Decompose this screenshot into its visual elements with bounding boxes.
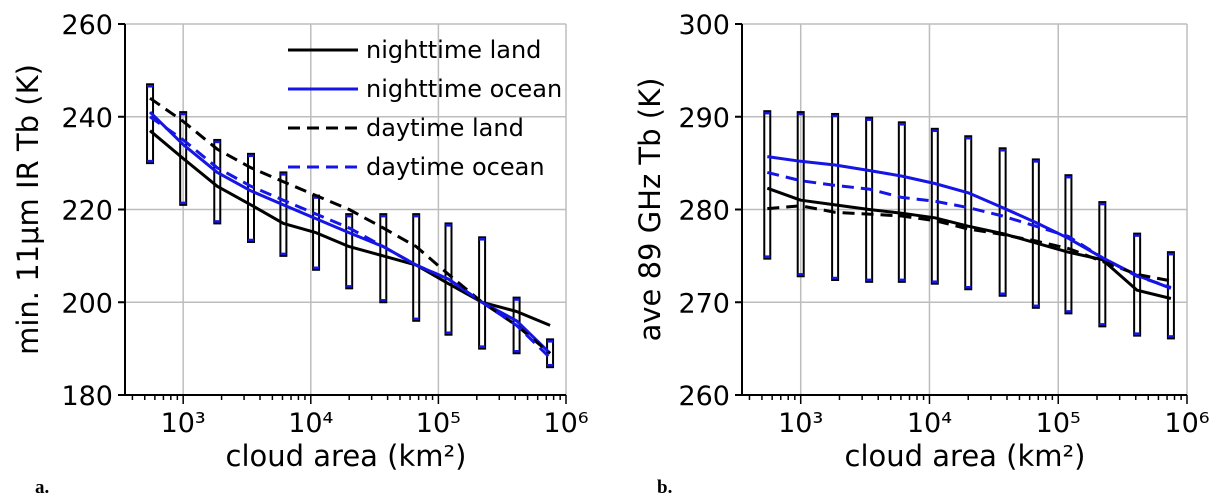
series-line-daytime-ocean [766,170,1172,289]
range-box [179,111,188,206]
x-tick-label: 10³ [161,408,206,439]
range-box [796,111,805,278]
range-box [1166,251,1175,340]
y-axis-label: min. 11μm IR Tb (K) [11,64,45,355]
range-box [998,147,1007,297]
series-line-daytime-land [149,96,552,355]
y-tick-label: 240 [61,103,113,134]
range-box [763,110,772,260]
grid [125,23,567,396]
y-axis-label: ave 89 GHz Tb (K) [633,78,667,342]
y-tick-label: 260 [678,381,730,412]
range-box [865,116,874,283]
range-box [1133,232,1142,337]
y-tick-label: 270 [678,288,730,319]
legend-label: nighttime land [366,36,541,64]
x-tick-label: 10⁶ [1164,408,1209,439]
range-box [1098,201,1107,328]
legend-label: daytime ocean [366,153,545,181]
range-box [1031,158,1040,309]
panel-label: a. [35,477,49,497]
range-box [213,138,222,225]
legend: nighttime land nighttime ocean daytime lan… [288,36,562,181]
range-box [247,152,256,243]
series-line-daytime-ocean [149,115,552,359]
range-box [478,236,487,350]
y-tick-label: 200 [61,288,113,319]
x-tick-label: 10⁵ [416,408,461,439]
y-tick-label: 280 [678,196,730,227]
y-tick-label: 220 [61,196,113,227]
x-axis-label: cloud area (km²) [226,439,467,473]
panel-label: b. [657,477,672,497]
series-line-daytime-land [767,204,1172,283]
range-box [345,213,354,290]
panel-b: 260 270 280 290 300 10³ 10⁴ 10⁵ 10⁶ cloud area (k… [633,10,1210,497]
range-box [930,127,939,285]
x-tick-label: 10⁴ [907,408,952,439]
series-line-nighttime-land [766,186,1172,300]
y-tick-label: 290 [678,103,730,134]
range-box [831,112,840,281]
x-tick-label: 10⁴ [288,408,333,439]
range-box [964,135,973,291]
y-tick-label: 180 [61,381,113,412]
x-tick-label: 10⁶ [543,408,588,439]
x-tick-label: 10³ [778,408,823,439]
legend-label: nighttime ocean [366,75,562,103]
y-tick-label: 300 [678,10,730,41]
panel-a: 180 200 220 240 260 10³ 10⁴ 10⁵ 10⁶ cloud area (k… [11,10,589,497]
range-box [279,171,288,257]
range-box [1064,174,1073,315]
y-tick-label: 260 [61,10,113,41]
x-axis-label: cloud area (km²) [845,439,1086,473]
series-line-nighttime-ocean [148,111,552,355]
x-tick-label: 10⁵ [1036,408,1081,439]
range-box [146,83,155,165]
range-box [897,121,906,283]
legend-label: daytime land [366,114,524,142]
